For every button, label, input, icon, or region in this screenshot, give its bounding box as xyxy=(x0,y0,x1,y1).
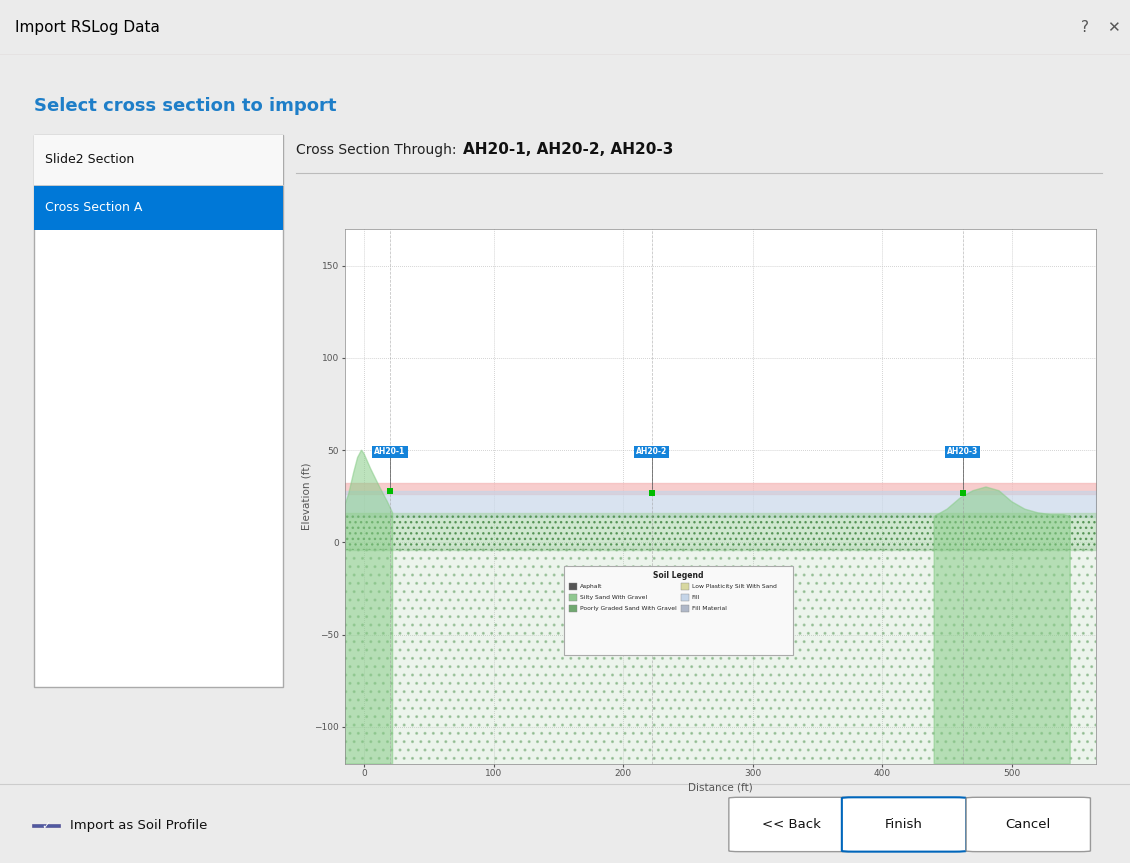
Point xyxy=(643,486,661,500)
Text: Fill Material: Fill Material xyxy=(692,606,727,611)
Polygon shape xyxy=(345,450,392,764)
Text: Import as Soil Profile: Import as Soil Profile xyxy=(70,819,208,832)
X-axis label: Distance (ft): Distance (ft) xyxy=(688,783,753,792)
Text: AH20-3: AH20-3 xyxy=(947,447,979,457)
FancyBboxPatch shape xyxy=(681,605,689,612)
Text: << Back: << Back xyxy=(762,818,820,831)
FancyBboxPatch shape xyxy=(568,605,577,612)
Y-axis label: Elevation (ft): Elevation (ft) xyxy=(302,463,312,530)
FancyBboxPatch shape xyxy=(842,797,966,852)
FancyBboxPatch shape xyxy=(34,135,282,688)
Point xyxy=(381,484,399,498)
Text: Finish: Finish xyxy=(885,818,923,831)
FancyBboxPatch shape xyxy=(34,185,282,230)
Text: AH20-2: AH20-2 xyxy=(636,447,668,457)
Text: Select cross section to import: Select cross section to import xyxy=(34,98,337,115)
Text: ✕: ✕ xyxy=(1106,20,1120,35)
Text: Cross Section A: Cross Section A xyxy=(45,200,142,214)
Text: AH20-1: AH20-1 xyxy=(374,447,406,457)
FancyBboxPatch shape xyxy=(966,797,1090,852)
Text: ✓: ✓ xyxy=(42,821,51,831)
FancyBboxPatch shape xyxy=(729,797,853,852)
Text: Low Plasticity Silt With Sand: Low Plasticity Silt With Sand xyxy=(692,583,776,589)
Text: Import RSLog Data: Import RSLog Data xyxy=(15,20,159,35)
Text: Cancel: Cancel xyxy=(1006,818,1051,831)
FancyBboxPatch shape xyxy=(33,825,60,827)
FancyBboxPatch shape xyxy=(681,583,689,589)
Text: Soil Legend: Soil Legend xyxy=(653,571,704,580)
Text: ?: ? xyxy=(1080,20,1089,35)
Text: Slide2 Section: Slide2 Section xyxy=(45,154,134,167)
Point xyxy=(954,486,972,500)
Text: AH20-1, AH20-2, AH20-3: AH20-1, AH20-2, AH20-3 xyxy=(463,142,673,157)
Text: Silty Sand With Gravel: Silty Sand With Gravel xyxy=(580,595,647,600)
FancyBboxPatch shape xyxy=(564,566,793,655)
FancyBboxPatch shape xyxy=(34,135,282,185)
Text: Cross Section Through:: Cross Section Through: xyxy=(296,142,457,157)
Text: Poorly Graded Sand With Gravel: Poorly Graded Sand With Gravel xyxy=(580,606,677,611)
FancyBboxPatch shape xyxy=(681,594,689,601)
FancyBboxPatch shape xyxy=(568,583,577,589)
Text: Asphalt: Asphalt xyxy=(580,583,602,589)
Polygon shape xyxy=(935,487,1070,764)
FancyBboxPatch shape xyxy=(568,594,577,601)
Text: Fill: Fill xyxy=(692,595,701,600)
